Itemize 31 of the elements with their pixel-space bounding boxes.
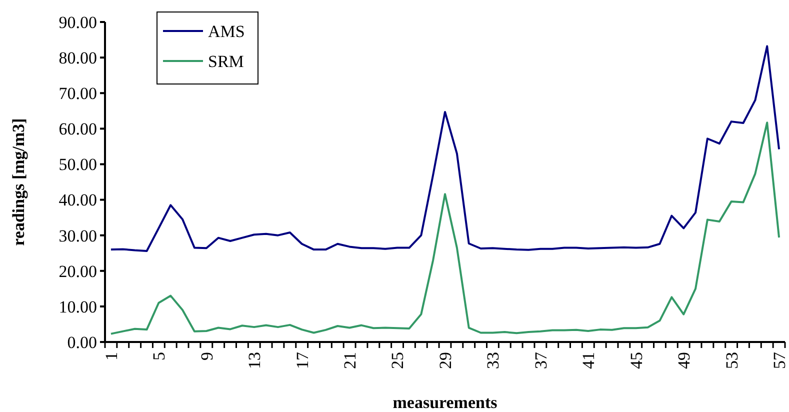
x-tick-label: 29 xyxy=(436,352,455,369)
x-axis-title: measurements xyxy=(392,393,498,412)
legend-label: AMS xyxy=(208,22,245,41)
legend-label: SRM xyxy=(208,52,244,71)
y-tick-label: 80.00 xyxy=(58,48,97,68)
y-tick-label: 10.00 xyxy=(58,297,97,316)
x-tick-label: 9 xyxy=(197,352,216,360)
x-tick-label: 25 xyxy=(388,352,408,369)
y-tick-label: 30.00 xyxy=(58,226,97,246)
x-tick-label: 37 xyxy=(531,352,550,369)
line-series xyxy=(110,122,780,335)
x-tick-label: 41 xyxy=(579,352,598,369)
y-axis-title: readings [mg/m3] xyxy=(9,118,28,246)
x-tick-label: 13 xyxy=(245,352,264,369)
y-tick-label: 0.00 xyxy=(67,332,97,352)
x-tick-label: 1 xyxy=(102,352,121,360)
x-tick-label: 5 xyxy=(150,352,169,360)
x-tick-label: 49 xyxy=(674,352,694,369)
y-tick-label: 20.00 xyxy=(58,262,97,281)
line-series xyxy=(110,45,780,252)
x-tick-label: 33 xyxy=(484,352,503,369)
y-tick-label: 90.00 xyxy=(58,12,97,32)
y-tick-label: 70.00 xyxy=(58,84,97,104)
y-tick-label: 40.00 xyxy=(58,190,97,210)
x-tick-label: 45 xyxy=(626,352,646,369)
x-tick-label: 17 xyxy=(292,352,312,369)
y-tick-label: 50.00 xyxy=(58,155,97,174)
x-tick-label: 53 xyxy=(722,352,742,369)
x-tick-label: 57 xyxy=(770,352,789,369)
x-tick-label: 21 xyxy=(340,352,360,369)
y-tick-label: 60.00 xyxy=(58,120,97,139)
